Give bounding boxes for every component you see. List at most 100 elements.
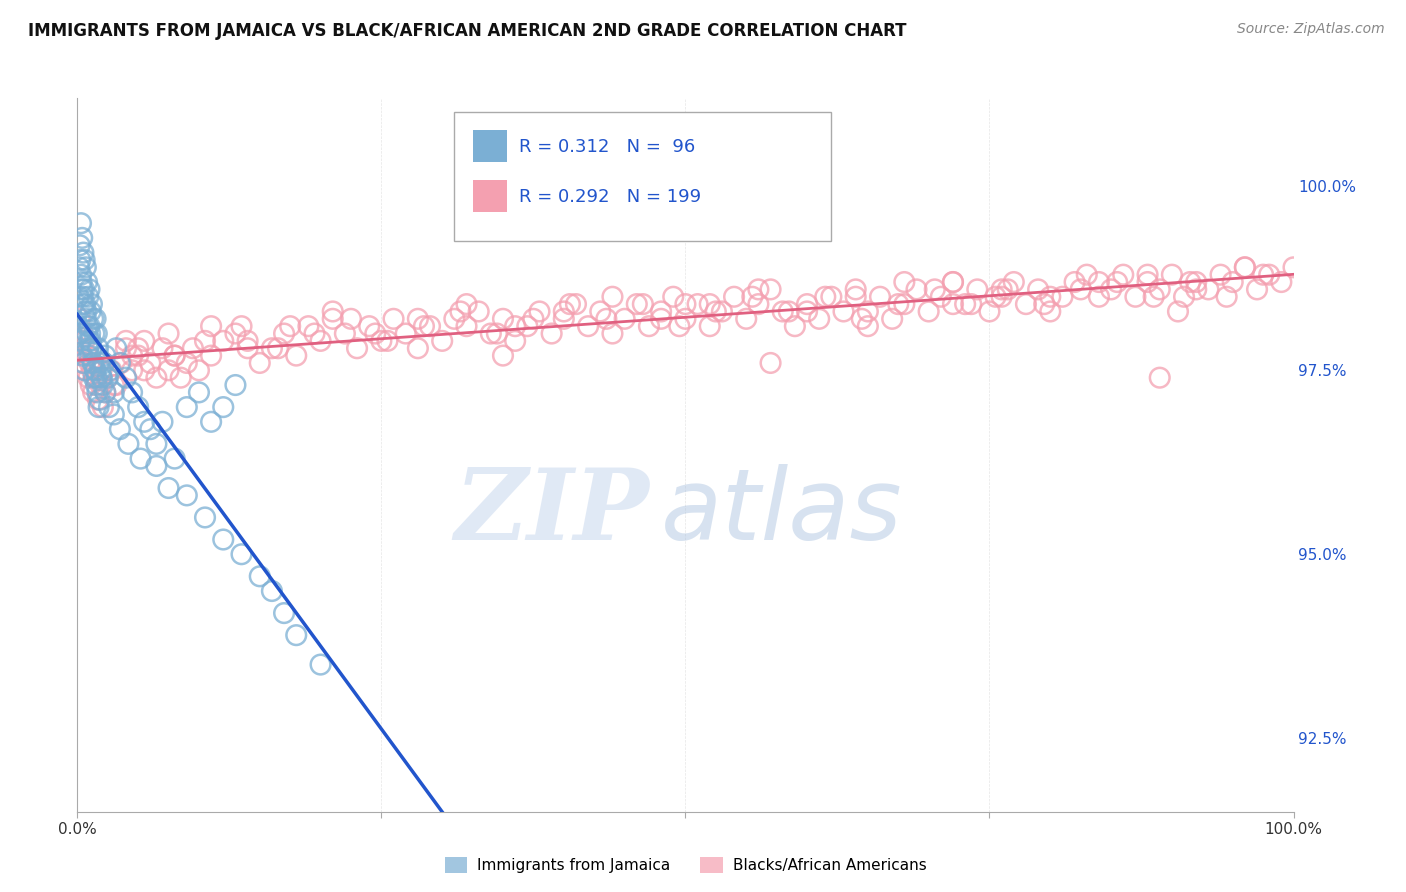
Point [94,349,117,363]
Point [80,341,103,355]
Point [1112,268,1135,282]
Point [105,341,128,355]
Point [200,319,222,334]
Point [157,363,180,377]
Point [87,392,110,407]
Point [86,385,108,400]
Point [139,356,162,370]
Point [139,422,162,436]
Point [86,326,108,341]
Point [479,326,502,341]
Point [297,319,319,334]
Point [772,304,794,318]
Point [194,334,217,348]
Point [1099,282,1122,296]
Point [72,356,94,370]
Point [231,319,253,334]
Point [273,326,295,341]
Point [224,326,246,341]
Point [98,363,121,377]
Text: IMMIGRANTS FROM JAMAICA VS BLACK/AFRICAN AMERICAN 2ND GRADE CORRELATION CHART: IMMIGRANTS FROM JAMAICA VS BLACK/AFRICAN… [28,22,907,40]
Point [778,304,800,318]
Point [820,290,842,304]
Point [503,319,526,334]
Point [80,341,103,355]
Point [1015,297,1038,311]
Point [82,356,104,370]
Point [129,451,152,466]
Point [406,341,429,355]
Point [602,290,624,304]
Point [856,319,879,334]
Point [990,290,1012,304]
Point [79,326,101,341]
Point [1136,275,1159,289]
Point [127,400,149,414]
Point [540,326,562,341]
Point [75,304,97,318]
Point [176,488,198,502]
Point [89,378,111,392]
Point [1002,275,1025,289]
Point [370,334,392,348]
Point [77,370,100,384]
Point [631,297,654,311]
Point [69,311,91,326]
Point [145,370,167,384]
Point [929,290,952,304]
Point [1215,290,1237,304]
Point [80,297,103,311]
Point [966,282,988,296]
Point [194,510,217,524]
Point [103,408,125,422]
Point [249,356,271,370]
Point [72,297,94,311]
Point [735,311,758,326]
Point [1136,268,1159,282]
Point [565,297,588,311]
Point [1197,282,1219,296]
Point [1149,370,1171,384]
Point [1076,268,1098,282]
Point [121,349,143,363]
Point [76,319,98,334]
Point [395,326,418,341]
Point [309,657,332,672]
Point [1107,275,1129,289]
Point [80,304,103,318]
Point [84,370,107,384]
Point [236,341,259,355]
Point [84,370,107,384]
Point [1039,304,1062,318]
Text: Source: ZipAtlas.com: Source: ZipAtlas.com [1237,22,1385,37]
Point [997,282,1019,296]
Point [529,304,551,318]
Point [1233,260,1256,275]
Text: atlas: atlas [661,464,903,560]
Point [76,326,98,341]
Point [70,231,93,245]
Point [87,341,110,355]
Point [1270,275,1292,289]
Point [212,400,235,414]
Point [76,275,98,289]
Point [108,356,131,370]
Point [1063,275,1085,289]
Point [152,415,174,429]
Point [212,334,235,348]
Point [675,311,697,326]
Point [893,297,915,311]
Point [79,319,101,334]
Point [134,415,156,429]
Point [960,297,983,311]
Point [845,290,868,304]
Point [747,297,769,311]
Point [747,282,769,296]
Point [121,385,143,400]
Point [576,319,599,334]
Point [1161,268,1184,282]
Point [814,290,837,304]
Point [188,385,211,400]
Point [231,547,253,561]
Point [686,297,709,311]
